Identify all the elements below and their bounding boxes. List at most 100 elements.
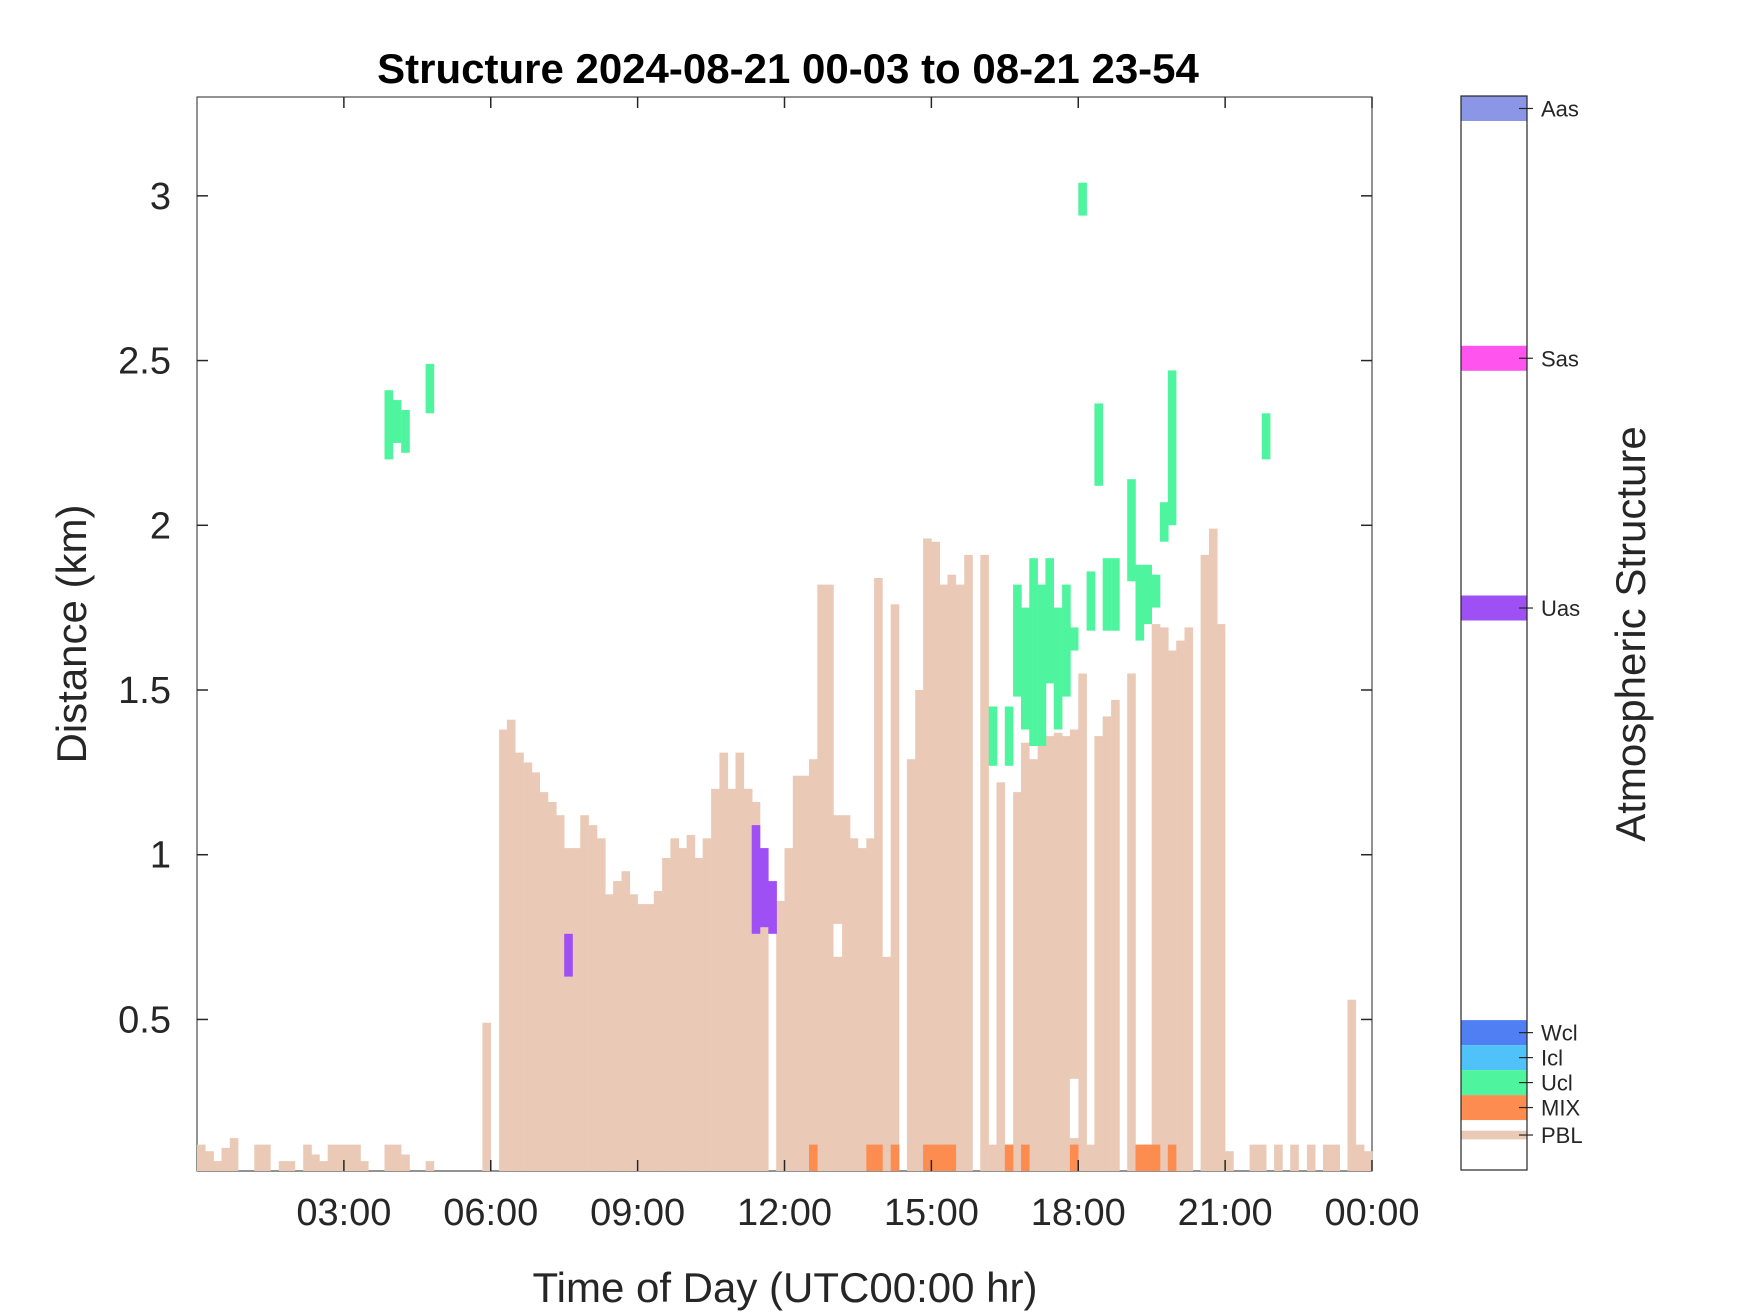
pbl-cell (564, 848, 573, 1171)
mix-cell (809, 1144, 818, 1171)
pbl-cell (343, 1144, 353, 1171)
pbl-cell (792, 775, 802, 1171)
pbl-gap (1069, 1078, 1079, 1139)
uas-cell (768, 881, 777, 934)
pbl-cell (686, 835, 696, 1171)
pbl-cell (229, 1138, 239, 1171)
pbl-cell (1086, 1144, 1096, 1171)
pbl-cell (719, 752, 728, 1171)
pbl-cell (955, 584, 965, 1171)
colorbar-title: Atmospheric Structure (1607, 426, 1654, 842)
pbl-cell (931, 541, 940, 1171)
x-tick-label: 12:00 (737, 1192, 832, 1234)
x-tick-label: 18:00 (1031, 1192, 1126, 1234)
pbl-cell (694, 858, 704, 1171)
ucl-cell (1078, 182, 1087, 216)
pbl-gap (833, 923, 843, 957)
pbl-cell (776, 900, 785, 1171)
pbl-cell (735, 752, 745, 1171)
y-tick-label: 0.5 (118, 999, 171, 1041)
colorbar-swatch (1461, 1020, 1527, 1046)
pbl-cell (205, 1151, 214, 1171)
mix-cell (874, 1144, 883, 1171)
x-tick-label: 15:00 (884, 1192, 979, 1234)
pbl-cell (645, 904, 655, 1171)
plot-area (197, 182, 1373, 1171)
ucl-cell (1135, 564, 1145, 641)
pbl-cell (1151, 624, 1161, 1171)
ucl-cell (1045, 558, 1054, 684)
pbl-cell (286, 1161, 296, 1171)
pbl-cell (825, 584, 834, 1171)
colorbar-label: Aas (1541, 96, 1579, 121)
ucl-cell (1151, 574, 1161, 608)
pbl-cell (1216, 624, 1226, 1171)
axes: 03:00 06:00 09:00 12:00 15:00 18:00 21:00 00:00… (118, 97, 1420, 1234)
pbl-cell (278, 1161, 288, 1171)
ucl-cell (1086, 571, 1096, 631)
pbl-cell (849, 838, 859, 1171)
mix-cell (866, 1144, 875, 1171)
y-tick-label: 3 (150, 176, 171, 218)
mix-cell (947, 1144, 957, 1171)
pbl-cell (1323, 1144, 1332, 1171)
pbl-cell (760, 923, 769, 1171)
mix-cell (1151, 1144, 1161, 1171)
ucl-cell (401, 410, 410, 453)
pbl-cell (996, 782, 1006, 1171)
pbl-cell (327, 1144, 337, 1171)
pbl-cell (1045, 736, 1054, 1171)
pbl-cell (800, 775, 810, 1171)
pbl-cell (621, 871, 631, 1171)
pbl-cell (1257, 1144, 1267, 1171)
ucl-cell (1021, 607, 1030, 730)
pbl-cell (1225, 1151, 1234, 1171)
mix-cell (1069, 1144, 1079, 1171)
pbl-cell (1111, 699, 1120, 1171)
colorbar-frame (1460, 95, 1528, 1171)
pbl-cell (841, 815, 851, 1171)
ucl-cell (1013, 584, 1022, 697)
ucl-cell (1261, 413, 1271, 460)
pbl-cell (548, 802, 557, 1171)
pbl-cell (588, 825, 598, 1171)
pbl-cell (1331, 1144, 1340, 1171)
pbl-cell (1160, 627, 1169, 1171)
colorbar-background (1461, 96, 1527, 1170)
pbl-cell (743, 788, 753, 1171)
pbl-cell (1249, 1144, 1259, 1171)
pbl-cell (980, 554, 989, 1171)
colorbar-swatch (1461, 1045, 1527, 1071)
pbl-cell (866, 838, 875, 1171)
pbl-cell (890, 604, 900, 1171)
colorbar-label: Ucl (1541, 1071, 1573, 1096)
pbl-cell (335, 1144, 345, 1171)
ucl-cell (1029, 558, 1038, 746)
uas-cell (760, 848, 769, 928)
pbl-cell (401, 1154, 410, 1171)
colorbar-label: Icl (1541, 1046, 1563, 1071)
ucl-cell (1102, 558, 1112, 631)
mix-cell (1135, 1144, 1145, 1171)
pbl-cell (1306, 1144, 1316, 1171)
pbl-cell (555, 815, 565, 1171)
pbl-cell (1167, 650, 1177, 1171)
pbl-cell (751, 802, 761, 1171)
pbl-cell (711, 788, 720, 1171)
pbl-cell (1176, 640, 1185, 1171)
pbl-cell (939, 584, 949, 1171)
uas-cell (751, 825, 761, 934)
ucl-cell (425, 363, 435, 414)
x-tick-label: 06:00 (443, 1192, 538, 1234)
ucl-cell (1167, 370, 1177, 526)
pbl-cell (303, 1144, 312, 1171)
pbl-cell (988, 1144, 998, 1171)
pbl-cell (1069, 729, 1079, 1171)
ucl-cell (1127, 479, 1136, 582)
pbl-cell (1102, 716, 1112, 1171)
pbl-cell (662, 858, 671, 1171)
ucl-cell (1053, 607, 1063, 730)
pbl-cell (629, 894, 638, 1171)
pbl-cell (857, 848, 867, 1171)
